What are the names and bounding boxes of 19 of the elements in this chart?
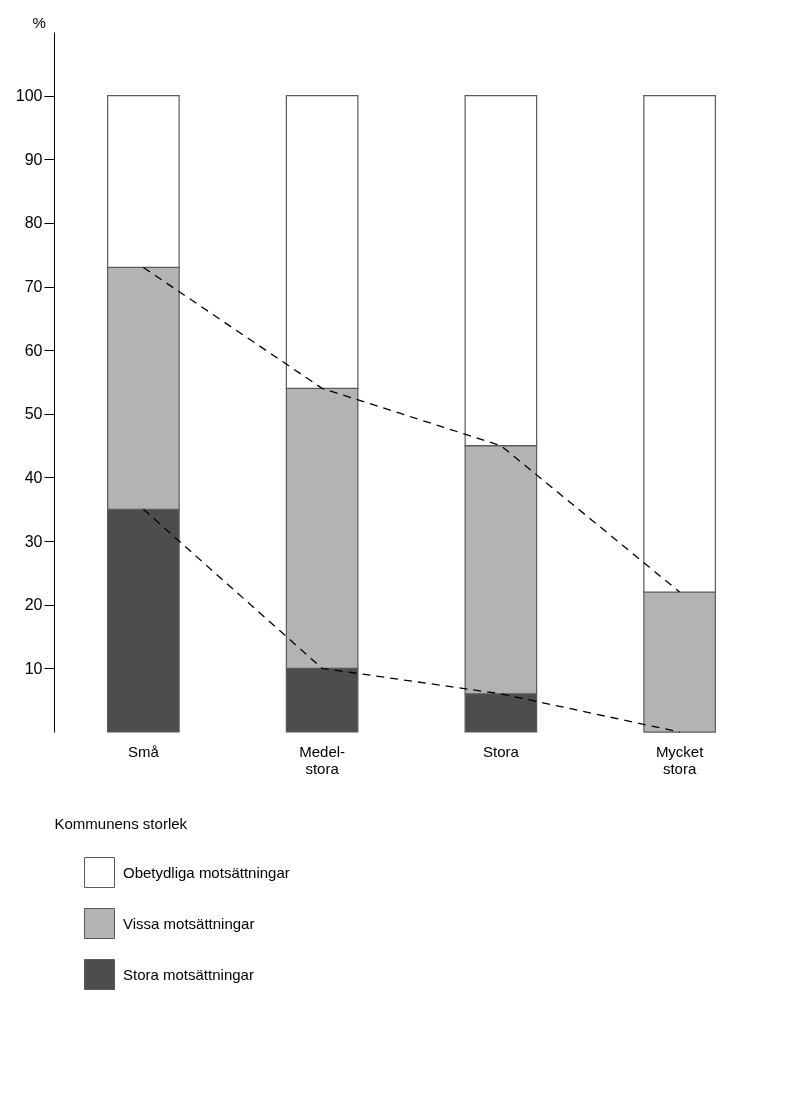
legend-label: Vissa motsättningar — [123, 914, 255, 932]
x-tick-label: Stora — [482, 742, 520, 760]
y-tick-label: 80 — [24, 214, 43, 232]
y-tick-label: 20 — [24, 596, 43, 614]
x-axis-title: Kommunens storlek — [54, 814, 188, 832]
y-tick-label: 50 — [24, 405, 43, 423]
y-tick-label: 70 — [24, 278, 43, 296]
y-tick-label: 10 — [24, 659, 43, 677]
y-tick-label: 30 — [24, 532, 43, 550]
legend-label: Obetydliga motsättningar — [123, 863, 290, 881]
x-tick-label: Små — [127, 742, 160, 760]
legend-label: Stora motsättningar — [123, 965, 254, 983]
x-tick-label: Mycket stora — [655, 742, 705, 777]
y-tick-label: 100 — [15, 87, 43, 105]
y-tick-label: 40 — [24, 468, 43, 486]
x-tick-label: Medel- stora — [299, 742, 346, 777]
y-tick-label: 60 — [24, 341, 43, 359]
y-tick-label: 90 — [24, 150, 43, 168]
y-axis-title: % — [32, 13, 46, 31]
